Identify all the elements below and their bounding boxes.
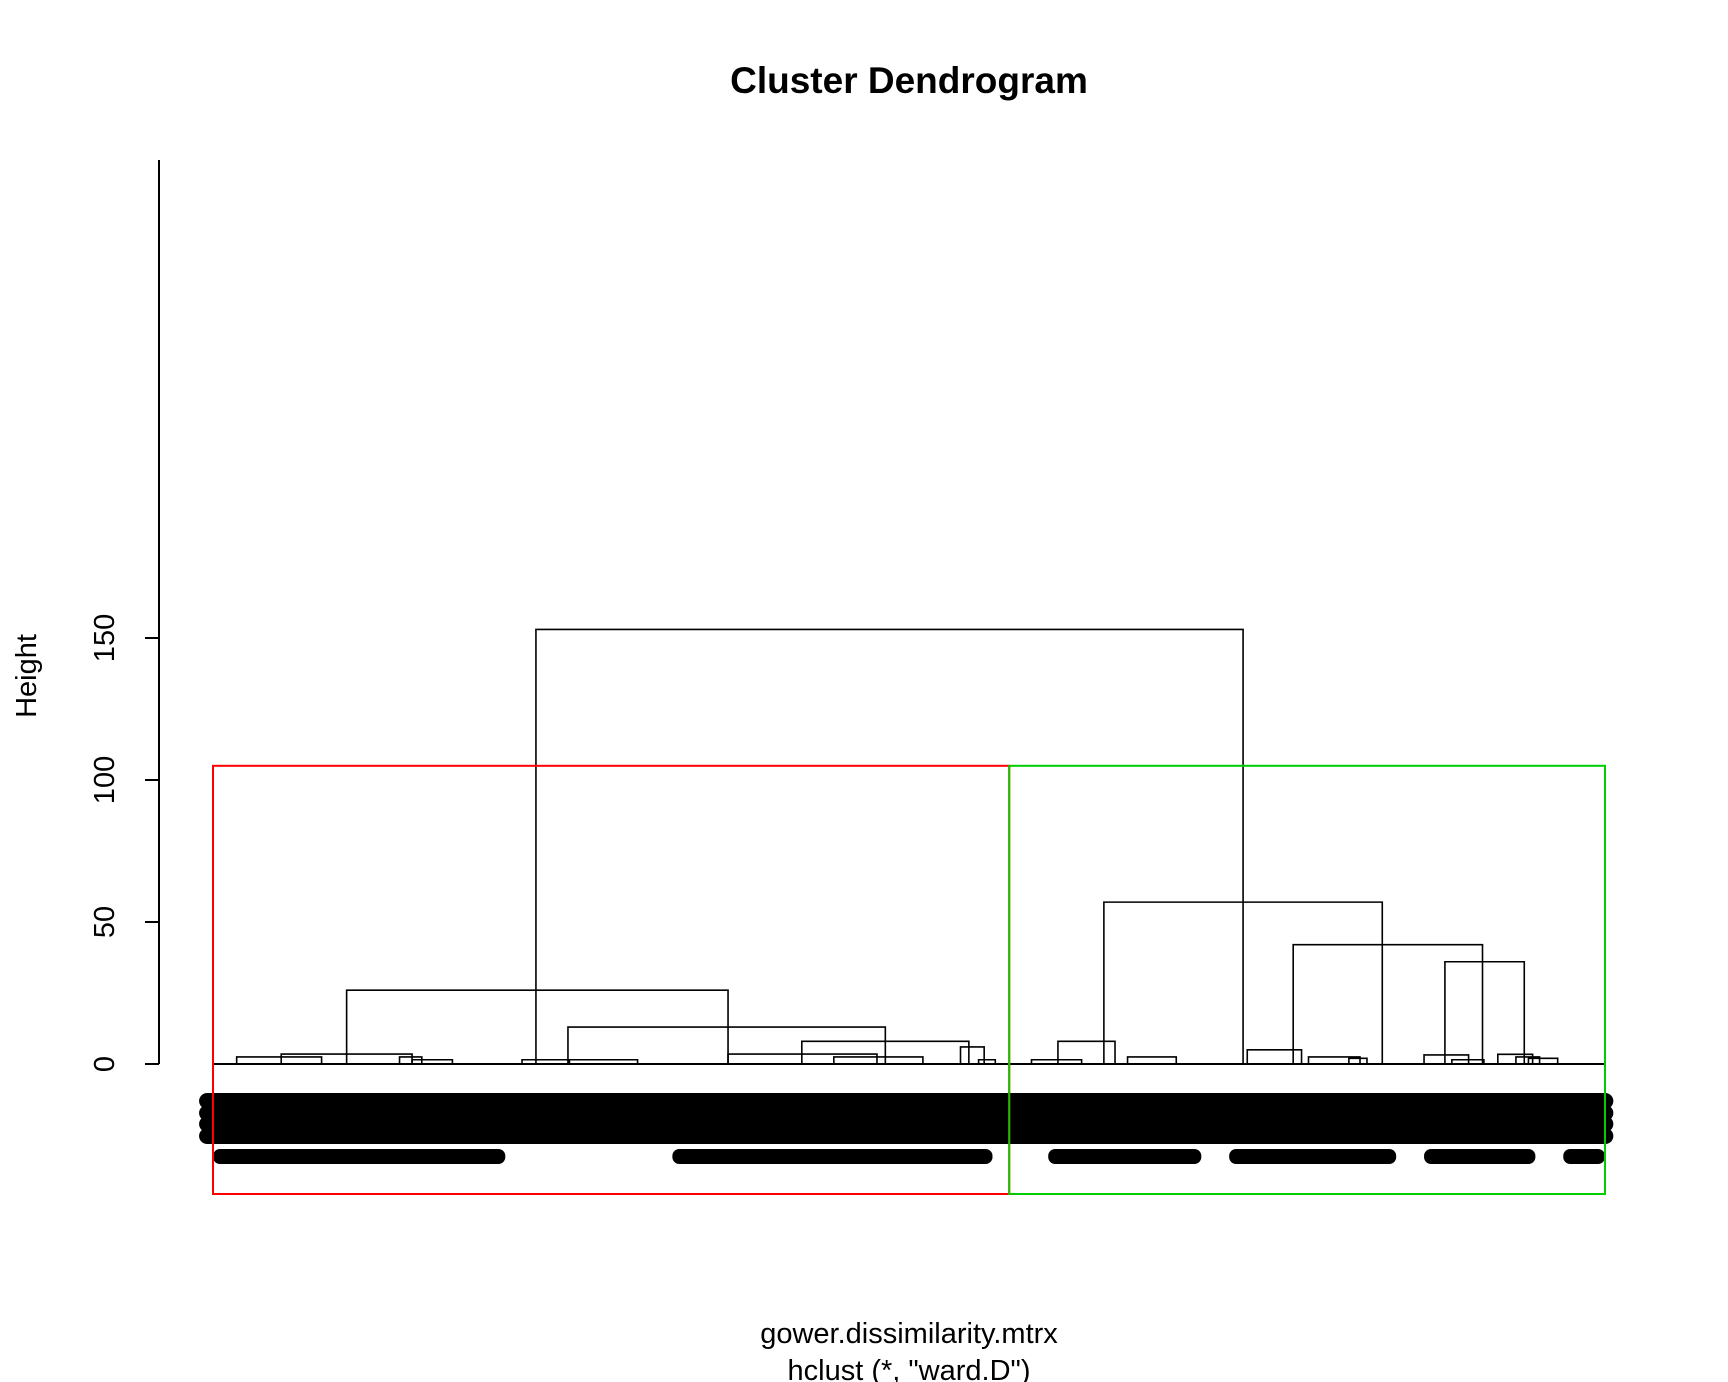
dendrogram-branch — [1126, 1056, 1178, 1064]
leaf-label-band — [1563, 1149, 1605, 1164]
dendrogram-branch — [959, 1046, 985, 1064]
dendrogram-branch — [1515, 1056, 1541, 1064]
y-axis-label: Height — [11, 634, 43, 718]
dendrogram-branch — [1057, 1040, 1116, 1064]
dendrogram-branch — [1444, 960, 1526, 1064]
leaf-label-band — [1424, 1149, 1536, 1164]
leaf-label-band — [1229, 1149, 1397, 1164]
dendrogram-branch — [1307, 1056, 1361, 1064]
y-tick-label: 0 — [89, 1056, 121, 1072]
dendrogram-tree — [235, 628, 1559, 1064]
leaf-labels — [199, 1063, 1614, 1164]
dendrogram-branch — [235, 1056, 323, 1064]
leaf-label-band — [1048, 1149, 1202, 1164]
dendrogram-branch — [535, 628, 1244, 1064]
cluster-box — [1008, 764, 1606, 1195]
leaf-label-band — [672, 1149, 993, 1164]
dendrogram-branch — [977, 1058, 997, 1064]
dendrogram-branch — [1451, 1058, 1485, 1064]
dendrogram-branch — [1527, 1057, 1559, 1064]
chart-title: Cluster Dendrogram — [730, 60, 1088, 101]
dendrogram-branch — [1246, 1049, 1303, 1064]
dendrogram-branch — [568, 1058, 639, 1064]
y-tick-label: 100 — [89, 756, 121, 804]
dendrogram-branch — [411, 1058, 454, 1064]
dendrogram-branch — [567, 1026, 887, 1064]
leaf-label-band — [213, 1149, 506, 1164]
y-axis: 0 50 100 150 — [89, 160, 160, 1072]
dendrogram-branch — [1348, 1057, 1368, 1064]
dendrogram-branch — [1030, 1058, 1083, 1064]
x-axis-label: gower.dissimilarity.mtrx — [760, 1318, 1058, 1350]
y-tick-label: 150 — [89, 614, 121, 662]
leaf-label-band — [199, 1128, 1614, 1144]
dendrogram-branch — [1103, 901, 1384, 1064]
dendrogram-branch — [833, 1056, 924, 1064]
cluster-boxes — [212, 764, 1606, 1195]
dendrogram-branch — [1497, 1053, 1534, 1064]
dendrogram-branch — [1292, 943, 1484, 1064]
y-tick-label: 50 — [89, 906, 121, 938]
method-subtitle: hclust (*, "ward.D") — [788, 1355, 1031, 1382]
dendrogram-branch — [727, 1053, 878, 1064]
dendrogram-branch — [801, 1040, 970, 1064]
